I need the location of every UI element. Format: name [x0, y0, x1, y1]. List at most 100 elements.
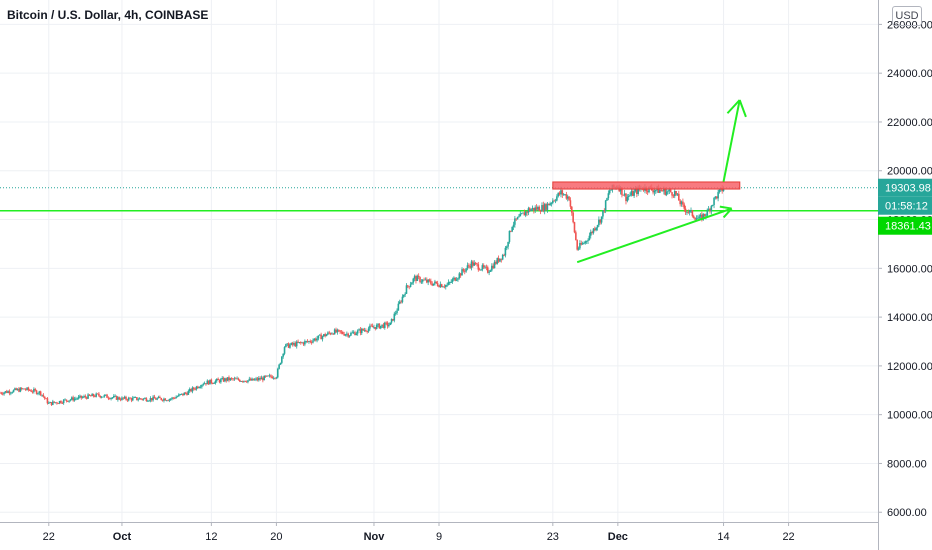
last-price-label-bg — [878, 178, 932, 197]
candle-body — [12, 389, 15, 393]
price-tick-label: 20000.00 — [887, 166, 932, 178]
candle-body — [454, 277, 457, 281]
candle-body — [183, 392, 186, 396]
candle-body — [222, 377, 225, 382]
candle-body — [722, 188, 725, 192]
last-price-label: 19303.98 — [885, 183, 931, 195]
candle-body — [599, 219, 602, 223]
candle-body — [696, 218, 699, 220]
candle-body — [321, 336, 324, 340]
candle-body — [531, 207, 534, 210]
candle-body — [352, 332, 355, 334]
candle-body — [482, 265, 485, 268]
candle-body — [197, 386, 199, 389]
candle-body — [239, 379, 241, 382]
candle-body — [241, 381, 244, 382]
candle-body — [39, 391, 42, 395]
candle-body — [653, 190, 656, 193]
candle-body — [155, 398, 157, 400]
candle-body — [287, 343, 290, 348]
candle-body — [526, 211, 528, 213]
candle-body — [629, 195, 631, 196]
countdown-label: 01:58:12 — [885, 201, 928, 213]
candle-body — [432, 283, 435, 286]
candle-body — [492, 265, 494, 269]
candle-body — [191, 387, 194, 392]
candle-body — [518, 216, 520, 218]
candle-body — [79, 395, 81, 397]
currency-badge[interactable]: USD — [892, 6, 922, 26]
candle-body — [476, 263, 478, 265]
candle-body — [667, 190, 669, 192]
candle-body — [88, 394, 91, 396]
candle-body — [182, 393, 184, 396]
time-tick-label: 12 — [205, 531, 217, 543]
candle-body — [400, 301, 402, 303]
candle-body — [278, 364, 280, 369]
candle-body — [694, 217, 696, 220]
candle-body — [360, 328, 363, 334]
candle-body — [385, 322, 387, 324]
candle-body — [446, 284, 448, 286]
candle-body — [527, 208, 530, 213]
candle-body — [553, 200, 555, 202]
candle-body — [621, 187, 623, 195]
candle-body — [316, 338, 318, 341]
candle-body — [461, 269, 463, 276]
candle-body — [56, 402, 58, 404]
candle-body — [3, 392, 5, 395]
candle-body — [34, 389, 37, 391]
candle-body — [397, 303, 400, 311]
candle-body — [152, 396, 154, 401]
candle-body — [18, 388, 20, 392]
price-tick-label: 8000.00 — [887, 458, 927, 470]
candle-body — [95, 393, 98, 397]
candle-body — [5, 391, 8, 393]
candle-body — [186, 393, 188, 395]
price-tick-label: 10000.00 — [887, 410, 932, 422]
candle-body — [285, 344, 287, 348]
candle-body — [438, 285, 440, 288]
candle-body — [510, 230, 512, 232]
candle-body — [411, 282, 413, 285]
candle-body — [356, 330, 359, 334]
candle-body — [374, 327, 377, 329]
candle-body — [423, 279, 425, 281]
candle-body — [538, 206, 541, 212]
candle-body — [220, 379, 222, 383]
candle-body — [264, 375, 267, 377]
candle-body — [337, 329, 340, 331]
candle-body — [573, 222, 576, 233]
candle-body — [347, 333, 350, 337]
candle-body — [98, 393, 100, 396]
candle-body — [469, 266, 471, 268]
candle-body — [99, 395, 102, 398]
candle-body — [215, 378, 218, 381]
candle-body — [682, 201, 684, 205]
candle-body — [81, 397, 84, 398]
candle-body — [271, 376, 274, 379]
candle-body — [213, 383, 215, 385]
candle-body — [47, 403, 50, 404]
candle-body — [10, 392, 12, 394]
candle-body — [687, 211, 690, 213]
candle-body — [695, 218, 698, 220]
candle-body — [434, 281, 436, 284]
candle-body — [588, 235, 591, 241]
candle-body — [103, 395, 106, 397]
candle-body — [0, 392, 1, 394]
candle-body — [217, 378, 219, 380]
candle-body — [228, 377, 230, 381]
breakout-arrow-head — [726, 99, 741, 114]
candle-body — [178, 394, 180, 397]
candle-body — [691, 210, 694, 217]
candle-body — [49, 402, 51, 404]
candle-body — [455, 279, 458, 281]
candle-body — [248, 378, 251, 381]
candle-body — [665, 191, 668, 195]
candle-body — [298, 342, 301, 343]
candle-body — [362, 328, 364, 331]
candle-body — [7, 391, 9, 393]
candle-body — [478, 269, 481, 271]
